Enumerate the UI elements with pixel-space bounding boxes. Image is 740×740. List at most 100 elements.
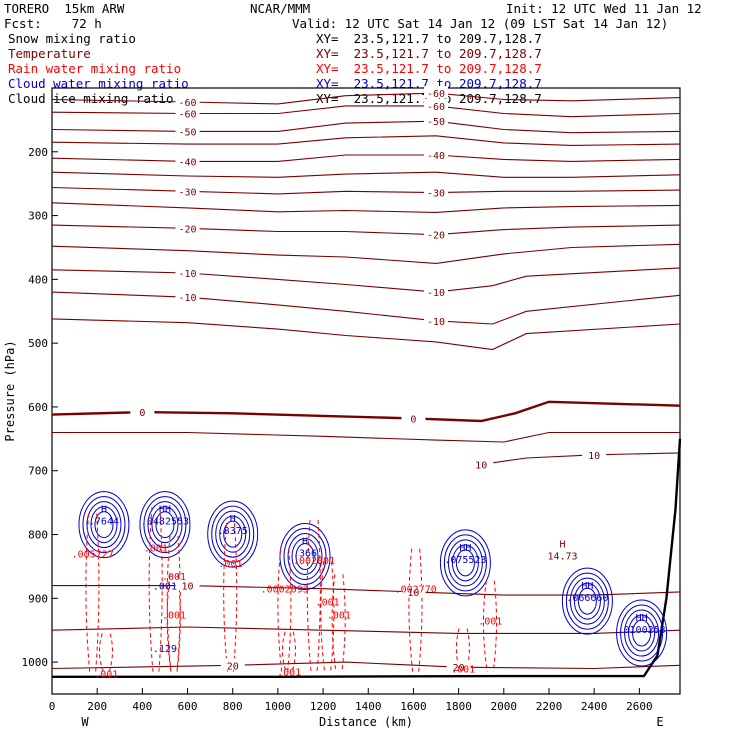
isotherm-label: -40	[427, 151, 445, 162]
x-tick-label: 800	[223, 700, 243, 713]
rain-label: .001	[478, 617, 502, 628]
isotherm-label: -50	[179, 127, 197, 138]
high-value: .0482553	[141, 517, 189, 528]
x-tick-label: 400	[132, 700, 152, 713]
isotherm-label: -40	[179, 157, 197, 168]
high-value: .075523	[444, 555, 486, 566]
isotherm-label: -20	[427, 231, 445, 242]
cloud-label: .129	[153, 644, 177, 655]
isotherm-label: 0	[139, 408, 145, 419]
isotherm-line	[51, 186, 681, 195]
rain-label: .0002693	[261, 585, 309, 596]
model-title: TORERO 15km ARW	[4, 1, 125, 16]
y-axis-label: Pressure (hPa)	[3, 340, 17, 441]
forecast-hour: Fcst: 72 h	[4, 16, 102, 31]
cloud-water-contour	[283, 527, 327, 585]
rain-label: .005727	[72, 550, 114, 561]
x-tick-label: 1000	[265, 700, 292, 713]
isotherm-label-bg	[401, 584, 426, 597]
isotherm-label-bg	[130, 405, 155, 418]
rain-contour	[455, 628, 470, 672]
init-time: Init: 12 UTC Wed 11 Jan 12	[506, 1, 702, 16]
isotherm-label: 0	[410, 414, 416, 425]
rain-label: .001	[94, 670, 118, 681]
legend-cloud-water-xy: XY= 23.5,121.7 to 209.7,128.7	[316, 76, 542, 91]
y-tick-label: 200	[28, 146, 48, 159]
isotherm-line	[51, 105, 681, 118]
high-value: .7644	[89, 517, 119, 528]
cloud-water-contour	[577, 587, 597, 615]
isotherm-line	[51, 154, 681, 162]
isotherm-label-bg	[424, 185, 449, 198]
cloud-water-contour	[624, 609, 660, 657]
isotherm-label-bg	[424, 114, 449, 127]
rain-label: .001	[144, 543, 168, 554]
rain-label: .001	[162, 572, 186, 583]
isotherm-label: 10	[475, 460, 487, 471]
y-tick-label: 1000	[22, 656, 49, 669]
y-tick-label: 600	[28, 401, 48, 414]
cloud-water-contour	[620, 604, 664, 662]
rain-contour	[306, 520, 321, 672]
cloud-water-contour	[78, 491, 130, 559]
center-title: NCAR/MMM	[250, 1, 311, 16]
legend-cloud-ice: Cloud ice mixing ratio	[8, 91, 174, 106]
high-marker: HH	[636, 613, 648, 624]
cloud-water-contour	[616, 599, 668, 667]
isotherm-label: -10	[427, 288, 445, 299]
rain-label: .001	[451, 664, 475, 675]
high-marker: H	[230, 514, 236, 525]
terrain-line	[52, 438, 682, 678]
rain-label: .001	[162, 610, 186, 621]
isotherm-line	[51, 171, 681, 178]
rain-label: .001	[277, 668, 301, 679]
isotherm-label-bg	[424, 147, 449, 160]
isotherm-label-bg	[446, 660, 471, 673]
isotherm-line	[51, 661, 681, 670]
cloud-water-contour	[211, 505, 255, 563]
legend-cloud-water: Cloud water mixing ratio	[8, 76, 189, 91]
cloud-water-contour	[287, 532, 323, 580]
x-tick-label: 2000	[491, 700, 518, 713]
plot-frame	[51, 87, 681, 695]
legend-temperature: Temperature	[8, 46, 91, 61]
legend-snow: Snow mixing ratio	[8, 31, 136, 46]
rain-label: .001	[316, 598, 340, 609]
legend-snow-xy: XY= 23.5,121.7 to 209.7,128.7	[316, 31, 542, 46]
cloud-water-contour	[223, 520, 243, 548]
x-tick-label: 200	[87, 700, 107, 713]
cloud-water-contour	[207, 500, 259, 568]
y-tick-label: 800	[28, 529, 48, 542]
isotherm-label-bg	[424, 86, 449, 99]
isotherm-label-bg	[424, 98, 449, 111]
isotherm-label-bg	[175, 578, 200, 591]
x-tick-label: 1200	[310, 700, 337, 713]
legend-rain: Rain water mixing ratio	[8, 61, 182, 76]
isotherm-label-bg	[469, 457, 494, 470]
cloud-water-contour	[632, 619, 652, 647]
isotherm-label: -60	[179, 98, 197, 109]
isotherm-line	[51, 267, 681, 293]
high-value: 14.73	[547, 552, 577, 563]
x-tick-label: 600	[178, 700, 198, 713]
cloud-water-contour	[147, 501, 183, 549]
isotherm-label: -10	[179, 269, 197, 280]
legend-temperature-xy: XY= 23.5,121.7 to 209.7,128.7	[316, 46, 542, 61]
isotherm-label: -60	[427, 102, 445, 113]
rain-contour	[277, 548, 292, 672]
isotherm-label: -10	[427, 317, 445, 328]
isotherm-line	[51, 202, 681, 213]
isotherm-label-bg	[424, 313, 449, 326]
rain-label: .002801	[293, 556, 335, 567]
x-tick-label: 0	[49, 700, 56, 713]
cloud-water-contour	[561, 567, 613, 635]
isotherm-line	[51, 626, 681, 634]
y-tick-label: 900	[28, 592, 48, 605]
cloud-water-contour	[151, 506, 179, 544]
cloud-water-contour	[155, 511, 175, 539]
high-value: .0100253	[618, 625, 666, 636]
isotherm-line	[51, 224, 681, 236]
east-label: E	[656, 715, 663, 729]
high-marker: H	[302, 536, 308, 547]
